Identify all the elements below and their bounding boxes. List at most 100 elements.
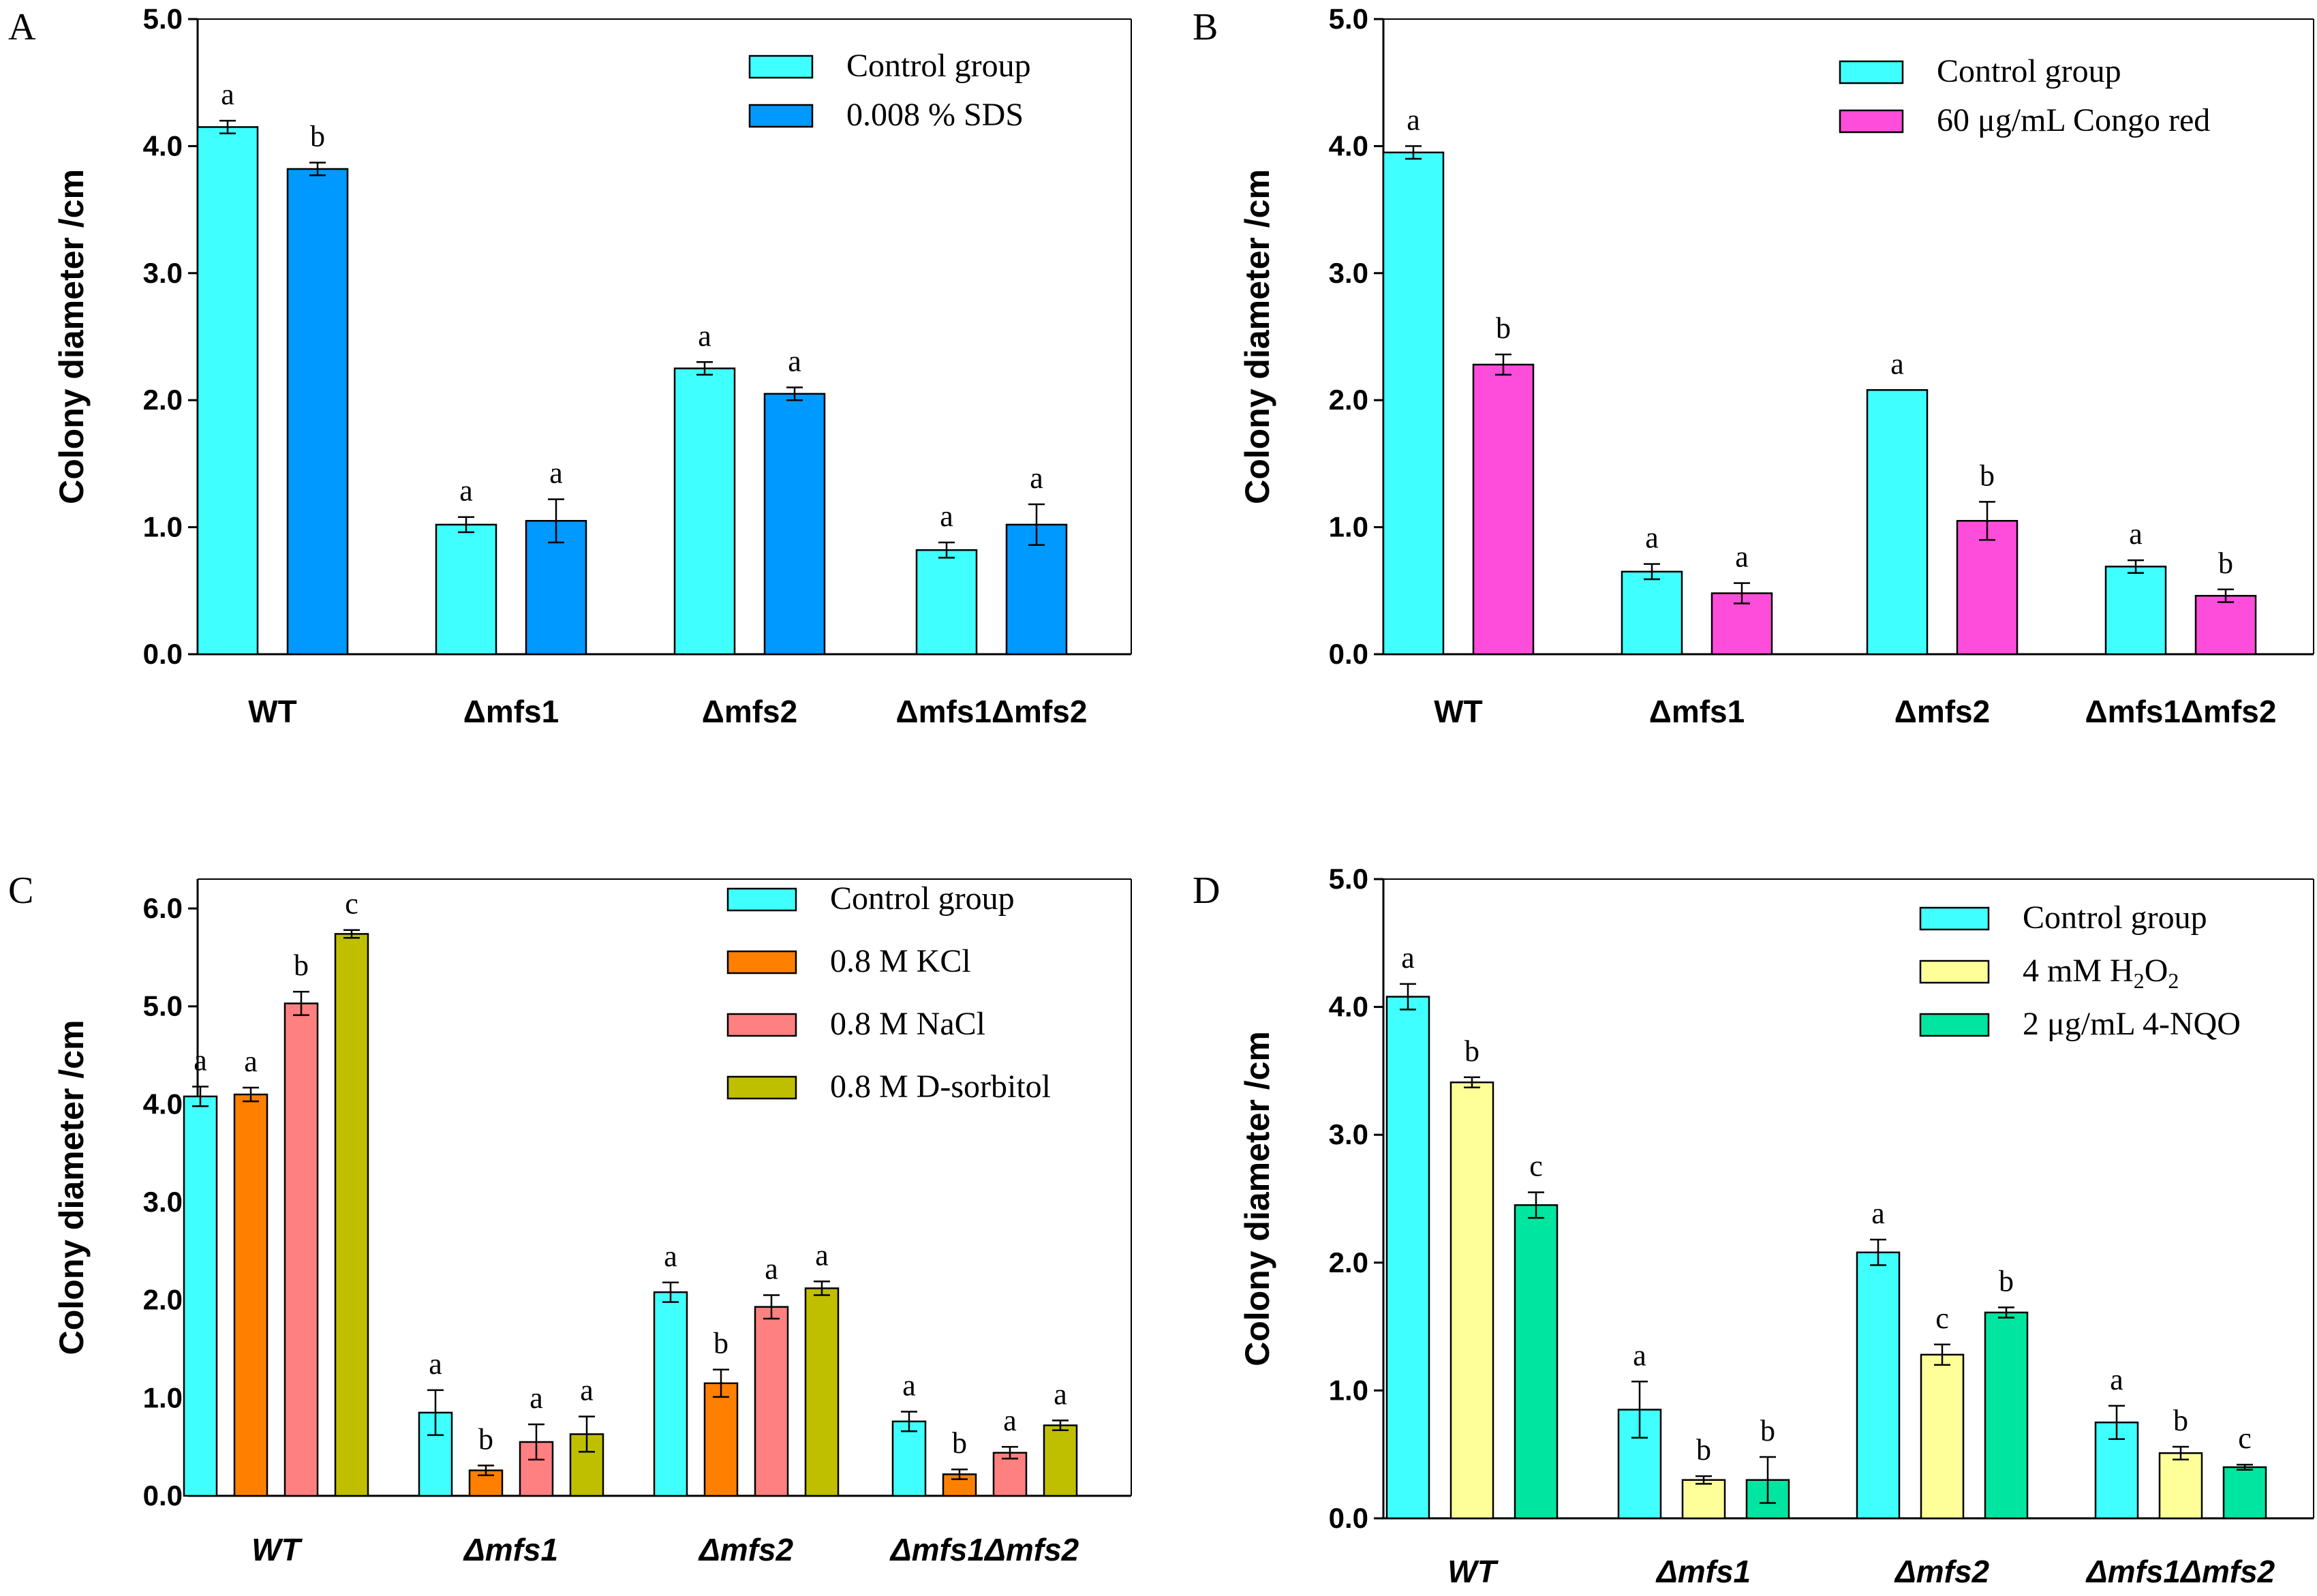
category-label: Δmfs1Δmfs2 — [896, 694, 1088, 729]
significance-label: b — [2173, 1404, 2188, 1437]
significance-label: a — [2110, 1363, 2123, 1396]
significance-label: a — [580, 1374, 594, 1407]
bar — [1005, 523, 1068, 656]
legend-label: 0.8 M NaCl — [830, 1006, 985, 1042]
significance-label: b — [2218, 547, 2233, 580]
significance-label: c — [345, 887, 358, 921]
y-tick-label: 2.0 — [143, 384, 183, 416]
bar — [196, 126, 259, 656]
category-label: Δmfs2 — [1894, 694, 1990, 729]
significance-label: a — [815, 1238, 829, 1272]
category-label: Δmfs1 — [463, 1532, 558, 1567]
y-tick-label: 6.0 — [143, 892, 183, 924]
y-tick-label: 0.0 — [143, 638, 183, 670]
bar — [1043, 1424, 1078, 1497]
bar — [1621, 570, 1683, 656]
y-tick-label: 2.0 — [143, 1284, 183, 1316]
bar — [1984, 1311, 2029, 1520]
legend-swatch — [726, 887, 797, 912]
panel-label: A — [8, 6, 36, 48]
legend-label: 2 μg/mL 4-NQO — [2023, 1006, 2241, 1042]
significance-label: c — [1529, 1150, 1543, 1183]
category-label: Δmfs1 — [463, 694, 559, 729]
y-axis-label: Colony diameter /cm — [1238, 1031, 1276, 1366]
category-label: Δmfs2 — [698, 1532, 794, 1567]
significance-label: b — [713, 1327, 728, 1360]
bar — [183, 1095, 218, 1497]
y-tick-label: 1.0 — [143, 1381, 183, 1413]
bar — [2194, 595, 2257, 656]
significance-label: b — [478, 1422, 493, 1456]
significance-label: a — [1890, 347, 1904, 380]
significance-label: a — [1054, 1377, 1067, 1411]
significance-label: a — [940, 500, 953, 533]
y-axis-label: Colony diameter /cm — [1238, 169, 1276, 504]
bar — [435, 523, 497, 656]
significance-label: c — [1935, 1302, 1949, 1335]
bar — [653, 1291, 688, 1497]
panel-c: C 0.0 1.0 2.0 3.0 4.0 5.0 6.0 Colony diameter /c… — [8, 870, 1132, 1567]
y-tick-label: 1.0 — [1329, 1374, 1368, 1406]
legend-swatch — [1919, 906, 1990, 931]
y-tick-label: 4.0 — [143, 129, 183, 162]
significance-label: a — [2129, 517, 2143, 551]
significance-label: a — [1003, 1404, 1017, 1437]
legend-swatch — [726, 1013, 797, 1037]
y-axis-label: Colony diameter /cm — [52, 169, 91, 504]
y-tick-label: 0.0 — [1329, 638, 1368, 670]
significance-label: a — [194, 1044, 207, 1077]
significance-label: a — [765, 1253, 778, 1286]
y-tick-label: 0.0 — [143, 1479, 183, 1511]
significance-label: c — [2238, 1422, 2252, 1455]
bar — [1920, 1353, 1965, 1520]
legend-label: 60 μg/mL Congo red — [1937, 102, 2210, 138]
legend-swatch — [748, 55, 814, 79]
legend-swatch — [1919, 1013, 1990, 1037]
significance-label: b — [1496, 311, 1511, 345]
significance-label: a — [1030, 461, 1043, 495]
legend-swatch — [748, 104, 814, 128]
significance-label: b — [1464, 1034, 1479, 1068]
significance-label: a — [698, 319, 711, 352]
legend-label: Control group — [2023, 900, 2207, 936]
significance-label: b — [1760, 1414, 1775, 1447]
category-label: Δmfs2 — [1894, 1554, 1990, 1589]
y-axis-label: Colony diameter /cm — [52, 1020, 91, 1355]
bar — [804, 1287, 840, 1497]
significance-label: a — [244, 1045, 258, 1078]
y-tick-label: 3.0 — [143, 257, 183, 289]
bar — [1472, 363, 1535, 656]
bar — [283, 1002, 319, 1497]
legend-swatch — [1919, 960, 1990, 984]
y-tick-label: 1.0 — [143, 511, 183, 543]
bar — [673, 367, 736, 656]
bar — [754, 1306, 789, 1497]
legend-label: Control group — [830, 880, 1015, 917]
bar — [915, 549, 978, 656]
legend-swatch — [1839, 60, 1904, 85]
significance-label: a — [1871, 1197, 1885, 1230]
panel-a: A 0.0 1.0 2.0 3.0 4.0 5.0 Colony diameter /cm a b… — [8, 3, 1132, 729]
y-tick-label: 3.0 — [143, 1186, 183, 1218]
panel-label: C — [8, 870, 33, 912]
significance-label: b — [1980, 459, 1995, 492]
legend-swatch — [726, 950, 797, 975]
significance-label: a — [549, 457, 563, 490]
y-tick-label: 2.0 — [1329, 1246, 1368, 1278]
bar — [286, 168, 349, 656]
bar — [1449, 1081, 1494, 1520]
y-tick-label: 3.0 — [1329, 1118, 1368, 1150]
category-label: Δmfs2 — [702, 694, 797, 729]
y-tick-label: 0.0 — [1329, 1502, 1368, 1534]
legend-label: 0.8 M D-sorbitol — [830, 1069, 1051, 1105]
significance-label: a — [1735, 540, 1749, 574]
significance-label: a — [1401, 941, 1415, 975]
significance-label: b — [1999, 1264, 2014, 1298]
panel-label: B — [1193, 6, 1218, 48]
category-label: Δmfs1 — [1655, 1554, 1751, 1589]
y-tick-label: 5.0 — [1329, 3, 1368, 35]
bar — [2104, 566, 2167, 656]
legend-label: 0.8 M KCl — [830, 943, 971, 979]
bar — [334, 933, 369, 1497]
category-label: Δmfs1 — [1649, 694, 1745, 729]
